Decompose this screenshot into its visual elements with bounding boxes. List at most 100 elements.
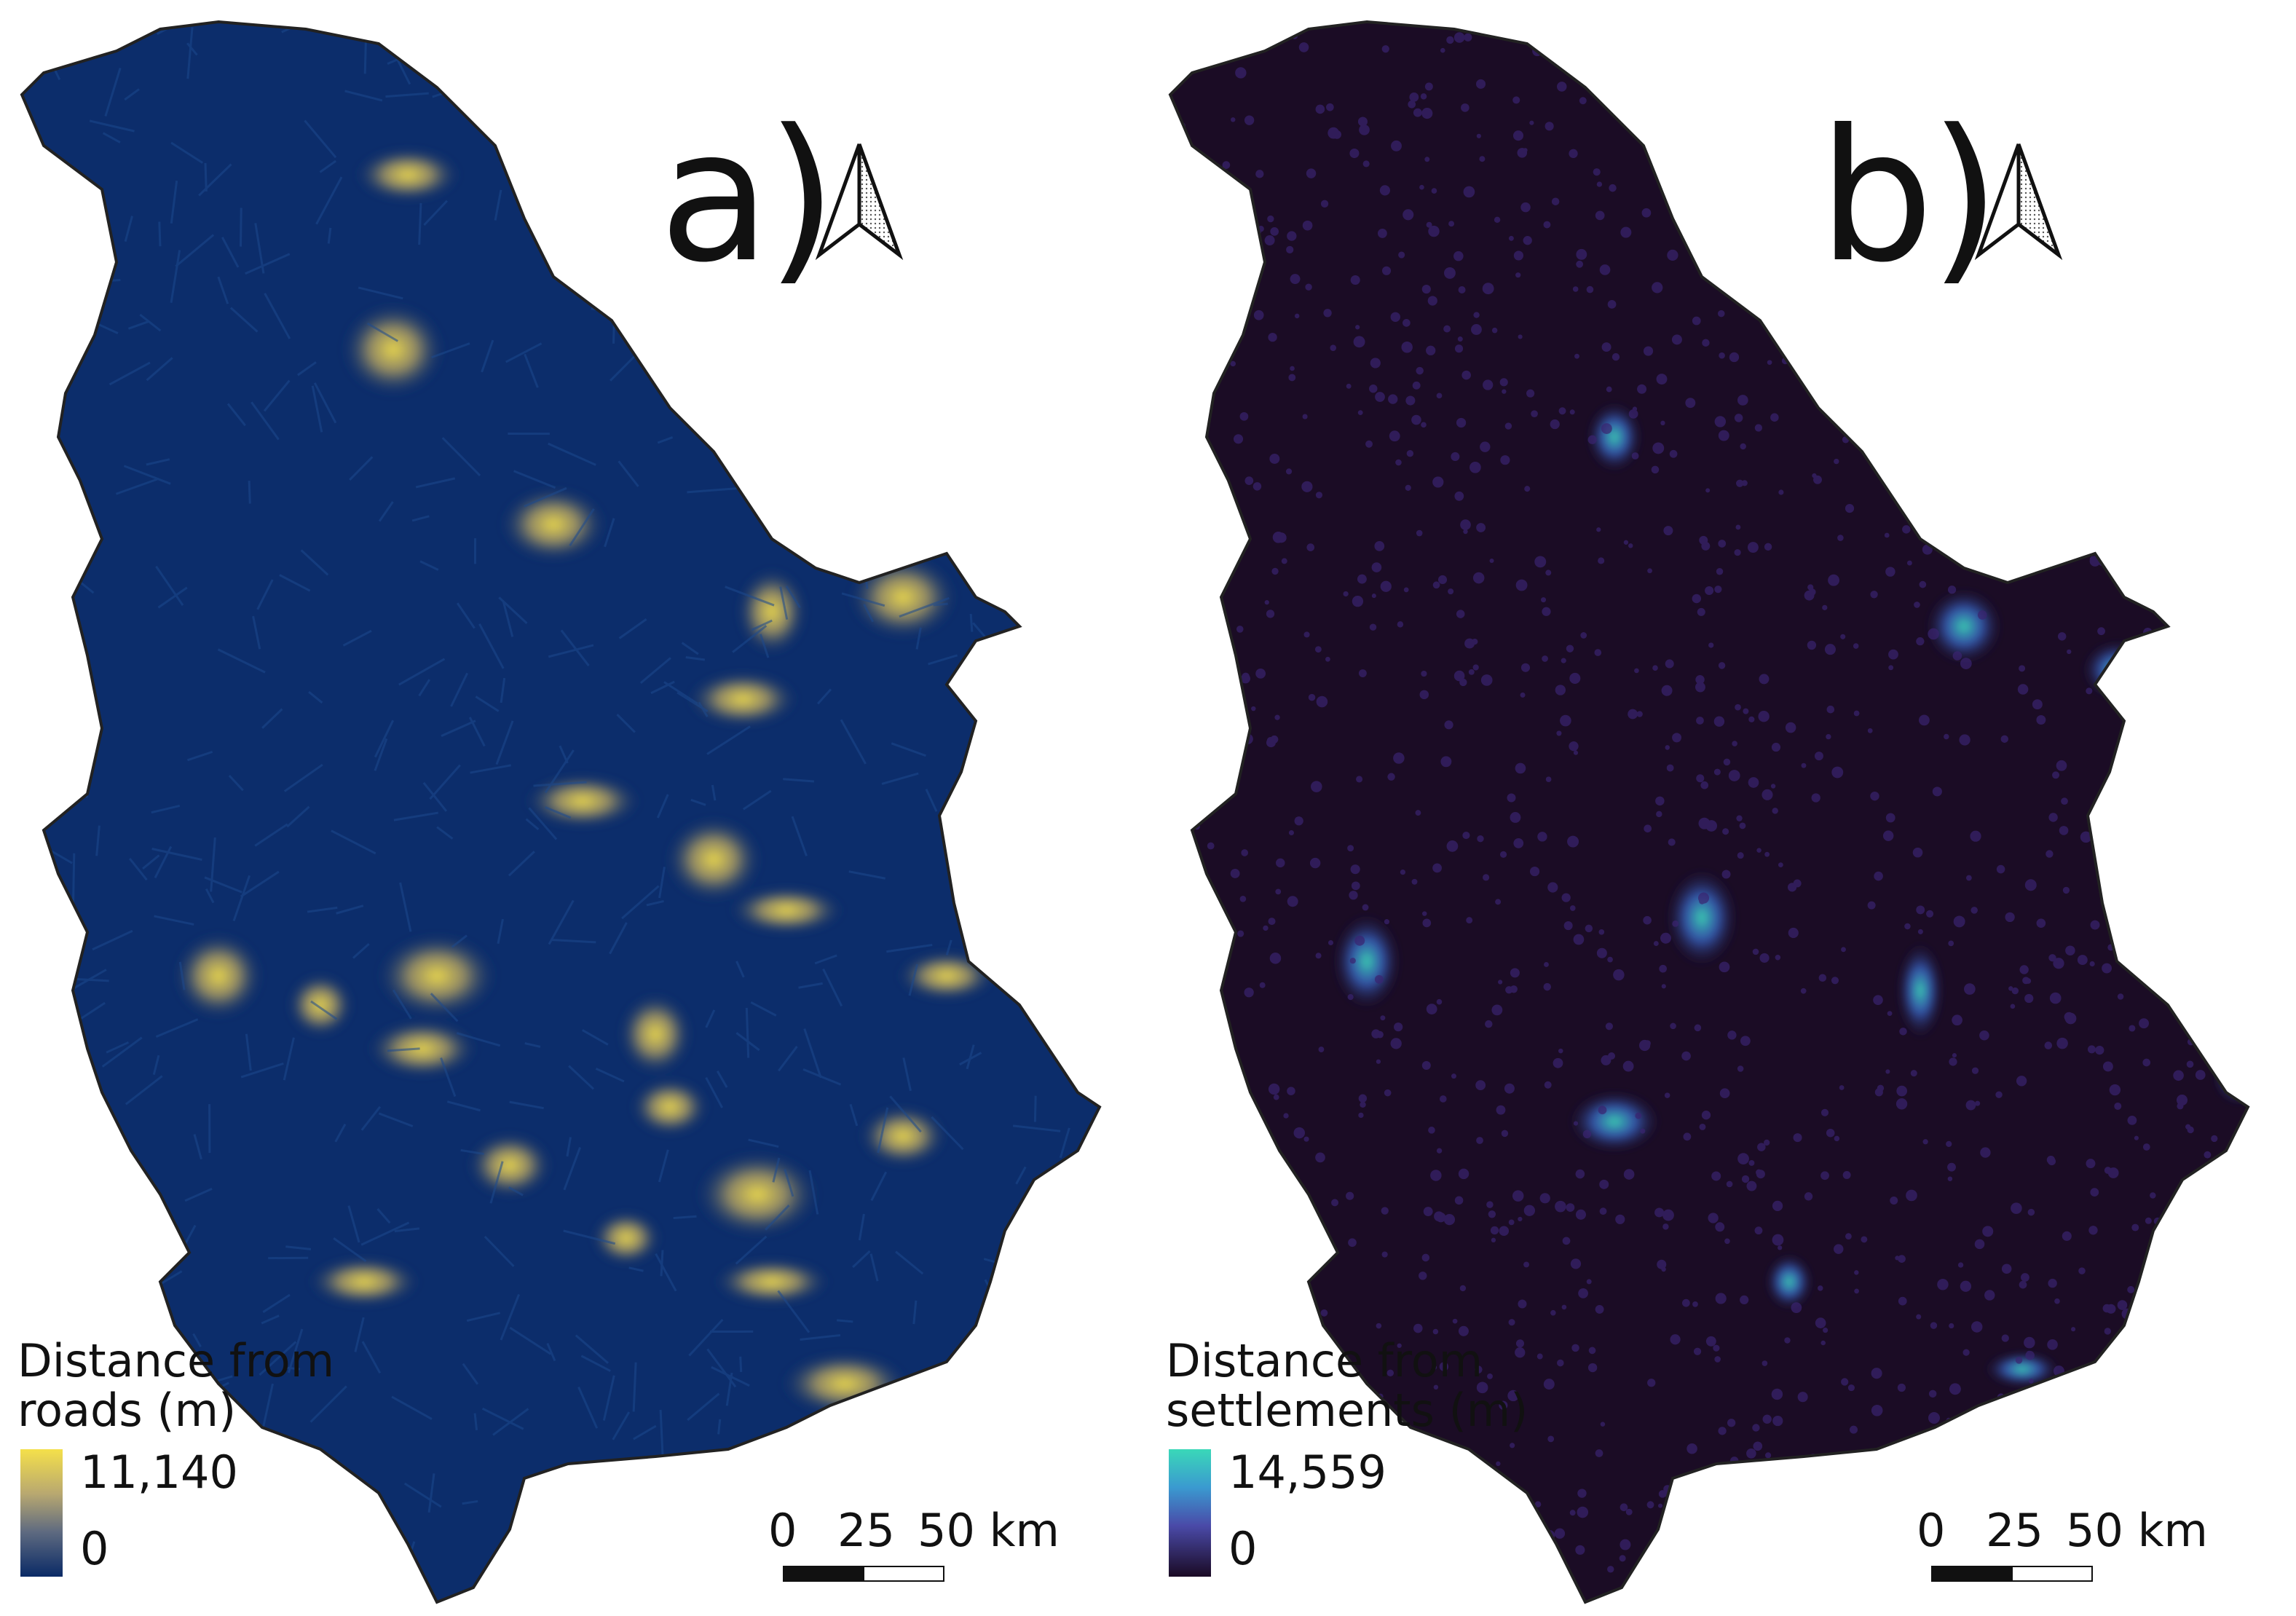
settlement-distance-ring (2011, 1202, 2022, 1214)
settlement-distance-ring (1271, 567, 1279, 575)
settlement-distance-ring (1947, 586, 1957, 594)
settlement-distance-ring (1306, 168, 1317, 178)
settlement-distance-ring (2233, 149, 2243, 159)
settlement-distance-ring (1841, 1378, 1849, 1386)
settlement-distance-ring (1826, 1128, 1835, 1138)
settlement-distance-ring (1234, 1219, 1242, 1226)
road-distance-streak (415, 477, 456, 489)
legend-title-line1: Distance from (1166, 1334, 1483, 1387)
settlement-distance-ring (1898, 1296, 1907, 1306)
settlement-distance-ring (1358, 1553, 1368, 1562)
road-distance-streak (508, 1186, 524, 1197)
settlement-distance-ring (2195, 1070, 2206, 1080)
road-distance-streak (1001, 1320, 1034, 1354)
settlement-distance-ring (2127, 1116, 2137, 1125)
road-distance-streak (1059, 1127, 1070, 1159)
settlement-distance-ring (2088, 334, 2094, 339)
settlement-distance-ring (1634, 668, 1639, 674)
settlement-distance-ring (2223, 52, 2229, 59)
settlement-distance-ring (2177, 145, 2187, 155)
road-distance-streak (971, 452, 1003, 463)
distance-hotspot (1925, 587, 2003, 666)
road-distance-streak (907, 141, 939, 168)
settlement-distance-ring (1755, 1484, 1765, 1494)
road-distance-streak (481, 339, 494, 373)
settlement-distance-ring (1405, 484, 1411, 491)
settlement-distance-ring (2011, 987, 2019, 995)
road-distance-streak (618, 618, 647, 639)
road-distance-streak (287, 1328, 304, 1373)
road-distance-streak (743, 789, 772, 811)
settlement-distance-ring (1496, 1105, 1506, 1115)
settlement-distance-ring (1534, 1524, 1540, 1530)
settlement-distance-ring (1498, 980, 1503, 985)
settlement-distance-ring (1347, 994, 1354, 1001)
settlement-distance-ring (2067, 497, 2075, 505)
road-distance-streak (205, 888, 215, 904)
settlement-distance-ring (1561, 1304, 1567, 1310)
settlement-distance-ring (1518, 334, 1523, 339)
settlement-distance-ring (1804, 1192, 1813, 1201)
settlement-distance-ring (2056, 760, 2067, 771)
road-distance-streak (655, 1253, 677, 1292)
settlement-distance-ring (1353, 336, 1365, 348)
settlement-distance-ring (1904, 923, 1911, 930)
settlement-distance-ring (1446, 36, 1454, 44)
road-distance-streak (441, 720, 476, 738)
settlement-distance-ring (1573, 934, 1585, 945)
settlement-distance-ring (1607, 956, 1613, 963)
settlement-distance-ring (1882, 830, 1894, 841)
settlement-distance-ring (1919, 714, 1930, 726)
road-distance-streak (784, 1169, 794, 1197)
settlement-distance-ring (1661, 984, 1666, 989)
settlement-distance-ring (1579, 97, 1587, 105)
road-distance-streak (363, 38, 368, 74)
road-distance-streak (344, 90, 383, 102)
road-distance-streak (146, 458, 170, 466)
road-distance-streak (848, 870, 886, 880)
road-distance-streak (1068, 663, 1086, 671)
settlement-distance-ring (2216, 264, 2228, 276)
settlement-distance-ring (1640, 1128, 1646, 1134)
settlement-distance-ring (1585, 924, 1593, 933)
settlement-distance-ring (1421, 670, 1427, 677)
settlement-distance-ring (2177, 1103, 2184, 1110)
settlement-distance-ring (1518, 1299, 1527, 1309)
road-distance-streak (840, 719, 867, 765)
settlement-distance-ring (1692, 594, 1702, 604)
settlement-distance-ring (1212, 501, 1218, 507)
settlement-distance-ring (1818, 1285, 1823, 1291)
road-distance-streak (502, 602, 514, 637)
settlement-distance-ring (1873, 36, 1880, 43)
settlement-distance-ring (2113, 211, 2122, 221)
settlement-distance-ring (1428, 1127, 1435, 1134)
settlement-distance-ring (1253, 310, 1264, 320)
settlement-distance-ring (1370, 358, 1381, 368)
settlement-distance-ring (2193, 1398, 2199, 1404)
settlement-distance-ring (1360, 1101, 1366, 1108)
settlement-distance-ring (1233, 434, 1244, 444)
road-distance-streak (969, 613, 974, 632)
road-distance-streak (814, 954, 837, 965)
settlement-distance-ring (1641, 208, 1652, 218)
settlement-distance-ring (1273, 1094, 1279, 1100)
road-distance-streak (933, 56, 965, 103)
road-distance-streak (808, 1170, 819, 1215)
road-distance-streak (889, 1095, 922, 1133)
settlement-distance-ring (1469, 461, 1481, 473)
road-distance-streak (525, 818, 540, 830)
settlement-distance-ring (1199, 1017, 1211, 1030)
road-distance-streak (440, 1057, 457, 1097)
road-distance-streak (568, 74, 588, 82)
settlement-distance-ring (1448, 588, 1454, 595)
settlement-distance-ring (1962, 478, 1968, 485)
settlement-distance-ring (1694, 1024, 1702, 1032)
settlement-distance-ring (1813, 43, 1825, 54)
settlement-distance-ring (2144, 123, 2152, 131)
settlement-distance-ring (1724, 1238, 1730, 1245)
settlement-distance-ring (1723, 165, 1730, 173)
settlement-distance-ring (1871, 1368, 1882, 1379)
road-distance-streak (411, 515, 430, 522)
settlement-distance-ring (1734, 414, 1743, 422)
settlement-distance-ring (1489, 558, 1494, 563)
